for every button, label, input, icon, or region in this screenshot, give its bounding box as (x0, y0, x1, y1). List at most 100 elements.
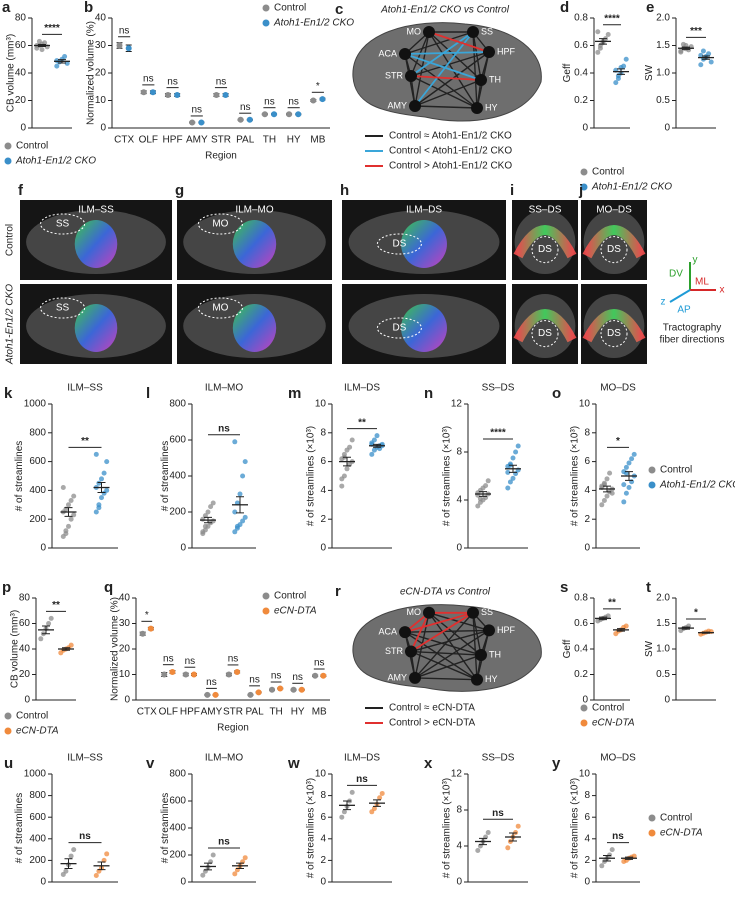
network-edge-changed (404, 51, 490, 55)
y-tick-label: 12 (451, 399, 463, 410)
panel-title: SS–DS (482, 383, 515, 394)
network-edge (472, 31, 478, 109)
data-point (261, 111, 268, 118)
panel-letter: p (2, 579, 11, 596)
panel-letter: g (175, 182, 184, 199)
error-bar (58, 59, 66, 64)
axis-direction-label: z (661, 297, 666, 308)
node-label: AMY (387, 100, 407, 110)
data-point (515, 823, 521, 829)
y-tick-label: 800 (29, 790, 46, 801)
fiber-tract (582, 225, 646, 259)
data-point (202, 513, 208, 519)
y-tick-label: 0 (320, 877, 326, 888)
y-tick-label: 600 (169, 435, 186, 446)
data-point (371, 437, 377, 443)
significance-label: ns (218, 423, 230, 434)
region-outline (376, 233, 422, 255)
legend-label: eCN-DTA (592, 718, 635, 729)
y-tick-label: 6 (320, 456, 326, 467)
panel-letter: j (578, 182, 583, 199)
data-point (286, 111, 293, 118)
significance-label: * (694, 608, 698, 619)
fiber-tract (74, 220, 118, 268)
y-tick-label: 4 (320, 833, 326, 844)
significance-label: **** (604, 13, 620, 24)
fiber-tract (401, 220, 447, 268)
data-point (708, 59, 714, 65)
data-point (347, 444, 353, 450)
significance-label: ns (185, 656, 196, 667)
network-node (475, 649, 487, 662)
data-point (234, 668, 241, 675)
significance-label: ns (79, 831, 91, 842)
data-point (93, 451, 99, 457)
network-edge (472, 612, 478, 680)
significance-label: ns (143, 74, 154, 85)
legend-marker (648, 481, 656, 489)
y-tick-label: 10 (315, 399, 327, 410)
y-tick-label: 200 (169, 507, 186, 518)
data-point (71, 493, 77, 499)
y-tick-label: 40 (19, 644, 31, 655)
network-node (399, 626, 411, 639)
legend-label: Control (592, 167, 624, 178)
x-tick-label: OLF (159, 707, 178, 718)
error-bar (42, 625, 50, 635)
y-tick-label: 0 (456, 543, 462, 554)
y-tick-label: 1000 (24, 399, 47, 410)
data-point (374, 433, 380, 439)
legend-marker (262, 607, 270, 615)
data-point (295, 111, 302, 118)
y-tick-label: 400 (29, 485, 46, 496)
panel-letter: v (146, 755, 155, 772)
legend-label: Control < Atoh1-En1/2 CKO (389, 146, 512, 157)
y-tick-label: 0.5 (656, 669, 670, 680)
data-point (613, 80, 619, 86)
y-tick-label: 0 (582, 695, 588, 706)
significance-label: **** (44, 23, 60, 34)
y-tick-label: 0 (24, 695, 30, 706)
data-point (604, 476, 610, 482)
caption: fiber directions (659, 335, 724, 346)
data-point (232, 509, 238, 515)
network-node (475, 74, 487, 86)
data-point (213, 92, 220, 98)
network-edge (414, 612, 474, 679)
x-tick-label: HPF (180, 707, 200, 718)
region-label: MO (212, 219, 228, 230)
y-tick-label: 0.4 (574, 644, 588, 655)
axis-direction-label: DV (669, 269, 683, 280)
data-point (222, 92, 229, 98)
axis-direction-label: AP (677, 305, 691, 316)
data-point (125, 45, 132, 52)
x-tick-label: HY (291, 707, 305, 718)
error-bar (509, 832, 517, 842)
legend-label: Control (592, 703, 624, 714)
legend-marker (580, 183, 588, 191)
region-outline (197, 213, 243, 235)
data-point (623, 464, 629, 470)
y-tick-label: 800 (29, 427, 46, 438)
panel-letter: w (287, 755, 300, 772)
legend-label: Control ≈ Atoh1-En1/2 CKO (389, 131, 512, 142)
data-point (54, 58, 60, 64)
data-point (104, 851, 110, 857)
data-point (208, 504, 214, 510)
panel-letter: o (552, 385, 561, 402)
y-tick-label: 10 (579, 399, 591, 410)
error-bar (64, 507, 73, 517)
node-label: TH (489, 74, 501, 84)
region-outline (40, 297, 86, 319)
node-label: HY (485, 102, 498, 112)
network-edge (410, 629, 490, 653)
error-bar (702, 631, 710, 634)
error-bar (204, 862, 212, 871)
y-axis-label: # of streamlines (14, 793, 25, 864)
data-point (369, 451, 375, 457)
data-point (202, 523, 208, 529)
network-node (423, 26, 435, 38)
y-tick-label: 30 (95, 40, 107, 51)
data-point (237, 116, 244, 123)
data-point (99, 495, 104, 501)
